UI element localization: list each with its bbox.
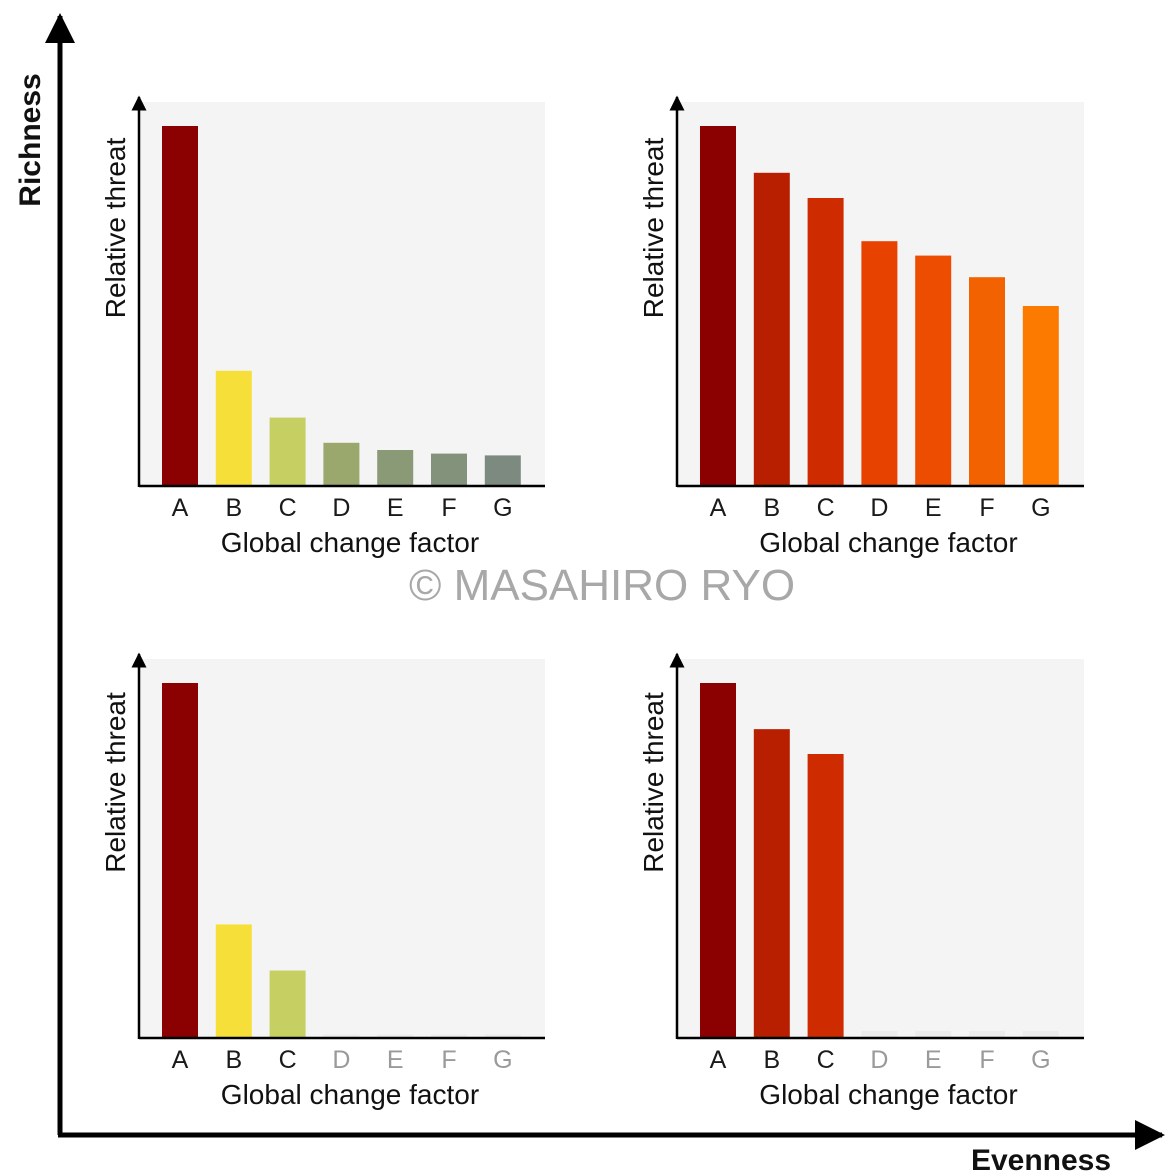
tick-label-c: C bbox=[817, 1046, 835, 1074]
bar-b bbox=[753, 729, 790, 1038]
tick-label-e: E bbox=[387, 1046, 404, 1074]
tick-label-a: A bbox=[710, 1046, 727, 1074]
bar-f bbox=[969, 277, 1005, 486]
bar-c bbox=[269, 417, 306, 486]
bar-d bbox=[861, 1030, 898, 1038]
x-axis-label: Global change factor bbox=[221, 1079, 479, 1110]
tick-label-g: G bbox=[493, 494, 512, 522]
y-axis-label: Relative threat bbox=[100, 138, 131, 319]
tick-label-c: C bbox=[279, 1046, 297, 1074]
tick-label-e: E bbox=[387, 494, 404, 522]
x-axis-label: Global change factor bbox=[221, 527, 479, 558]
outer-y-label: Richness bbox=[14, 73, 47, 206]
panel-background bbox=[139, 102, 545, 486]
bar-a bbox=[700, 683, 736, 1038]
tick-label-a: A bbox=[172, 494, 189, 522]
y-axis-label: Relative threat bbox=[100, 692, 131, 873]
bar-d bbox=[323, 442, 360, 486]
bar-c bbox=[807, 198, 844, 486]
bar-f bbox=[431, 1034, 467, 1038]
bar-a bbox=[162, 126, 198, 486]
x-axis-label: Global change factor bbox=[759, 1079, 1017, 1110]
bar-f bbox=[969, 1030, 1005, 1038]
tick-label-d: D bbox=[870, 494, 888, 522]
bar-e bbox=[377, 450, 414, 486]
bar-c bbox=[807, 754, 844, 1038]
tick-label-e: E bbox=[925, 1046, 942, 1074]
bar-c bbox=[269, 970, 306, 1038]
tick-label-c: C bbox=[817, 494, 835, 522]
tick-label-g: G bbox=[1031, 494, 1050, 522]
panel-top-left: A B C D E F G Global change factor Relative thre… bbox=[100, 95, 545, 558]
tick-label-f: F bbox=[441, 1046, 456, 1074]
bar-b bbox=[215, 924, 252, 1038]
tick-label-a: A bbox=[710, 494, 727, 522]
bar-a bbox=[700, 126, 736, 486]
panels: A B C D E F G Global change factor Relative thre… bbox=[100, 95, 1084, 1110]
tick-label-d: D bbox=[332, 494, 350, 522]
tick-label-b: B bbox=[225, 494, 242, 522]
tick-label-b: B bbox=[225, 1046, 242, 1074]
tick-label-g: G bbox=[1031, 1046, 1050, 1074]
y-axis-label: Relative threat bbox=[638, 692, 669, 873]
x-axis-label: Global change factor bbox=[759, 527, 1017, 558]
tick-label-b: B bbox=[763, 1046, 780, 1074]
bar-d bbox=[323, 1034, 360, 1038]
bar-b bbox=[753, 172, 790, 487]
tick-label-b: B bbox=[763, 494, 780, 522]
panel-bottom-left: A B C D E F G Global change factor Relative thre… bbox=[100, 652, 545, 1110]
panel-background bbox=[139, 659, 545, 1038]
bar-d bbox=[861, 241, 898, 486]
bar-e bbox=[915, 1030, 952, 1038]
tick-label-a: A bbox=[172, 1046, 189, 1074]
panel-background bbox=[677, 659, 1084, 1038]
tick-label-f: F bbox=[979, 494, 994, 522]
panel-top-right: A B C D E F G Global change factor Relative thre… bbox=[638, 95, 1084, 558]
tick-label-e: E bbox=[925, 494, 942, 522]
bar-g bbox=[484, 455, 521, 486]
outer-x-label: Evenness bbox=[971, 1144, 1111, 1176]
tick-label-f: F bbox=[441, 494, 456, 522]
tick-label-f: F bbox=[979, 1046, 994, 1074]
panel-bottom-right: A B C D E F G Global change factor Relative thre… bbox=[638, 652, 1084, 1110]
watermark: © MASAHIRO RYO bbox=[409, 561, 795, 610]
y-axis-label: Relative threat bbox=[638, 138, 669, 319]
tick-label-d: D bbox=[870, 1046, 888, 1074]
bar-e bbox=[915, 255, 952, 486]
bar-g bbox=[1022, 306, 1059, 486]
bar-b bbox=[215, 370, 252, 486]
tick-label-d: D bbox=[332, 1046, 350, 1074]
tick-label-g: G bbox=[493, 1046, 512, 1074]
bar-a bbox=[162, 683, 198, 1038]
bar-f bbox=[431, 453, 467, 486]
bar-e bbox=[377, 1034, 414, 1038]
bar-g bbox=[1022, 1030, 1059, 1038]
bar-g bbox=[484, 1034, 521, 1038]
tick-label-c: C bbox=[279, 494, 297, 522]
